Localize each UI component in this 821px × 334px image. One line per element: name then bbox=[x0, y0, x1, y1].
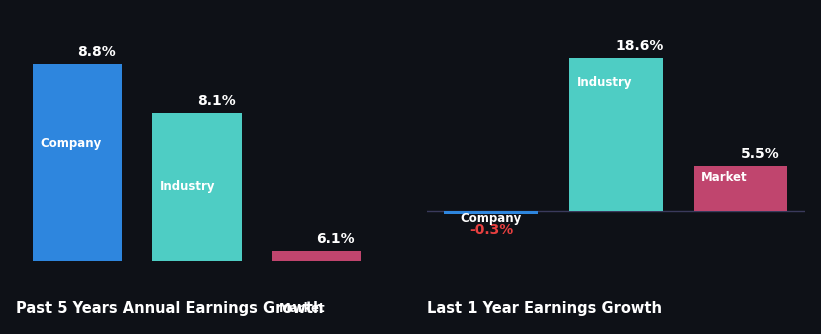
Text: Last 1 Year Earnings Growth: Last 1 Year Earnings Growth bbox=[427, 301, 662, 316]
Bar bbox=[152, 113, 242, 334]
Bar bbox=[444, 211, 538, 214]
Text: Market: Market bbox=[701, 171, 748, 184]
Text: 6.1%: 6.1% bbox=[316, 232, 355, 246]
Bar bbox=[272, 251, 361, 334]
Text: Industry: Industry bbox=[159, 180, 215, 193]
Text: Company: Company bbox=[461, 212, 521, 225]
Text: 5.5%: 5.5% bbox=[741, 147, 779, 161]
Text: 8.1%: 8.1% bbox=[197, 94, 236, 108]
Bar bbox=[694, 166, 787, 211]
Text: Past 5 Years Annual Earnings Growth: Past 5 Years Annual Earnings Growth bbox=[16, 301, 324, 316]
Text: Company: Company bbox=[40, 137, 101, 150]
Bar bbox=[569, 58, 663, 211]
Text: 18.6%: 18.6% bbox=[616, 39, 664, 53]
Bar bbox=[33, 64, 122, 334]
Text: Market: Market bbox=[279, 302, 325, 315]
Text: 8.8%: 8.8% bbox=[78, 45, 117, 59]
Text: Industry: Industry bbox=[576, 76, 632, 89]
Text: -0.3%: -0.3% bbox=[469, 223, 513, 237]
